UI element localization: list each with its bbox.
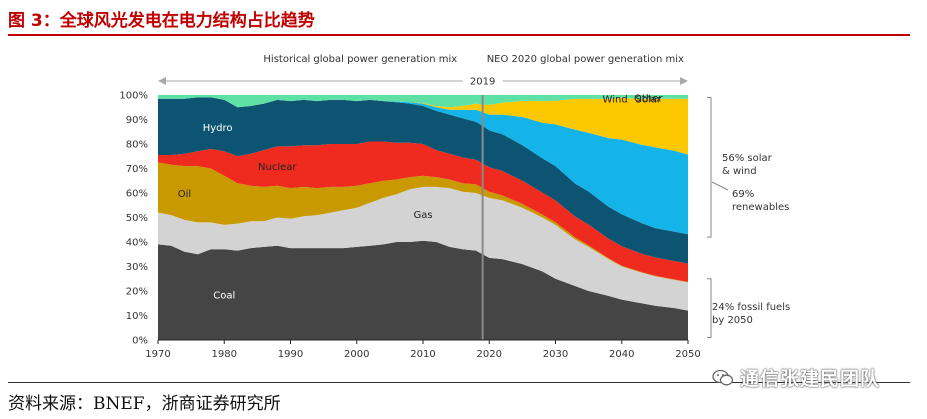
- source-note: 资料来源：BNEF，浙商证券研究所: [8, 394, 281, 414]
- annotation-renewables: 69% renewables: [732, 189, 789, 213]
- x-tick-label: 2040: [609, 349, 634, 360]
- series-wind: [158, 97, 688, 235]
- renewables-bracket: [707, 96, 712, 238]
- y-tick-label: 10%: [126, 311, 148, 322]
- x-tick-label: 2010: [410, 349, 435, 360]
- annotation-solar-wind-line: 56% solar: [722, 153, 773, 164]
- x-tick-label: 2020: [477, 349, 502, 360]
- watermark: 通信张建民团队: [712, 364, 880, 391]
- annotation-solar-wind-line: & wind: [722, 166, 757, 177]
- fossil-bracket: [707, 278, 712, 339]
- historical-header: Historical global power generation mix: [263, 54, 457, 65]
- x-tick-label: 1990: [278, 349, 303, 360]
- annotation-fossil-line: 24% fossil fuels: [712, 302, 790, 313]
- annotation-fossil: 24% fossil fuels by 2050: [712, 302, 790, 326]
- annotation-renewables-line: 69%: [732, 189, 754, 200]
- series-label-hydro: Hydro: [203, 123, 233, 134]
- y-tick-label: 50%: [126, 213, 148, 224]
- stacked-area-chart: 0% 10% 20% 30% 40% 50% 60% 70% 80% 90% 100% 1970 198…: [119, 54, 790, 361]
- y-tick-label: 100%: [119, 91, 148, 102]
- title-divider: [8, 34, 910, 36]
- series-label-wind: Wind: [603, 95, 628, 106]
- series-label-other: Other: [634, 93, 663, 104]
- x-tick-label: 1980: [212, 349, 237, 360]
- series-solar: [158, 97, 688, 155]
- x-tick-label: 1970: [145, 349, 170, 360]
- series-label-coal: Coal: [213, 291, 235, 302]
- series-nuclear: [158, 141, 688, 282]
- arrow-left-head: [158, 77, 166, 85]
- y-tick-label: 80%: [126, 140, 148, 151]
- series-hydro: [158, 97, 688, 264]
- y-tick-label: 60%: [126, 189, 148, 200]
- x-tick-label: 2030: [543, 349, 568, 360]
- series-label-solar: Solar: [636, 95, 662, 106]
- annotation-solar-wind: 56% solar & wind: [722, 153, 773, 177]
- series-label-gas: Gas: [413, 210, 432, 221]
- series-coal: [158, 240, 688, 340]
- watermark-text: 通信张建民团队: [740, 368, 881, 390]
- divider-year-label: 2019: [470, 77, 495, 88]
- wechat-icon: [712, 369, 734, 385]
- series-gas: [158, 186, 688, 311]
- y-tick-label: 90%: [126, 115, 148, 126]
- forecast-header: NEO 2020 global power generation mix: [487, 54, 684, 65]
- y-tick-label: 70%: [126, 164, 148, 175]
- series-layer: [158, 95, 688, 340]
- annotation-fossil-line: by 2050: [712, 315, 753, 326]
- series-label-oil: Oil: [178, 189, 191, 200]
- annotation-layer: 56% solar & wind 69% renewables 24% fossil f…: [707, 96, 790, 339]
- source-divider: [8, 382, 910, 383]
- y-tick-label: 40%: [126, 238, 148, 249]
- y-tick-label: 30%: [126, 262, 148, 273]
- x-tick-label: 2050: [675, 349, 700, 360]
- arrow-right-head: [680, 77, 688, 85]
- annotation-renewables-line: renewables: [732, 202, 789, 213]
- x-tick-label: 2000: [344, 349, 369, 360]
- series-label-nuclear: Nuclear: [258, 162, 297, 173]
- axes-layer: 0% 10% 20% 30% 40% 50% 60% 70% 80% 90% 100% 1970 198…: [119, 91, 700, 361]
- series-oil: [158, 162, 688, 283]
- series-other: [158, 95, 688, 108]
- y-tick-label: 20%: [126, 287, 148, 298]
- figure-title: 图 3：全球风光发电在电力结构占比趋势: [8, 11, 315, 31]
- label-layer: Historical global power generation mix NE…: [158, 54, 688, 302]
- y-tick-label: 0%: [132, 336, 148, 347]
- annotation-connector: [711, 181, 729, 191]
